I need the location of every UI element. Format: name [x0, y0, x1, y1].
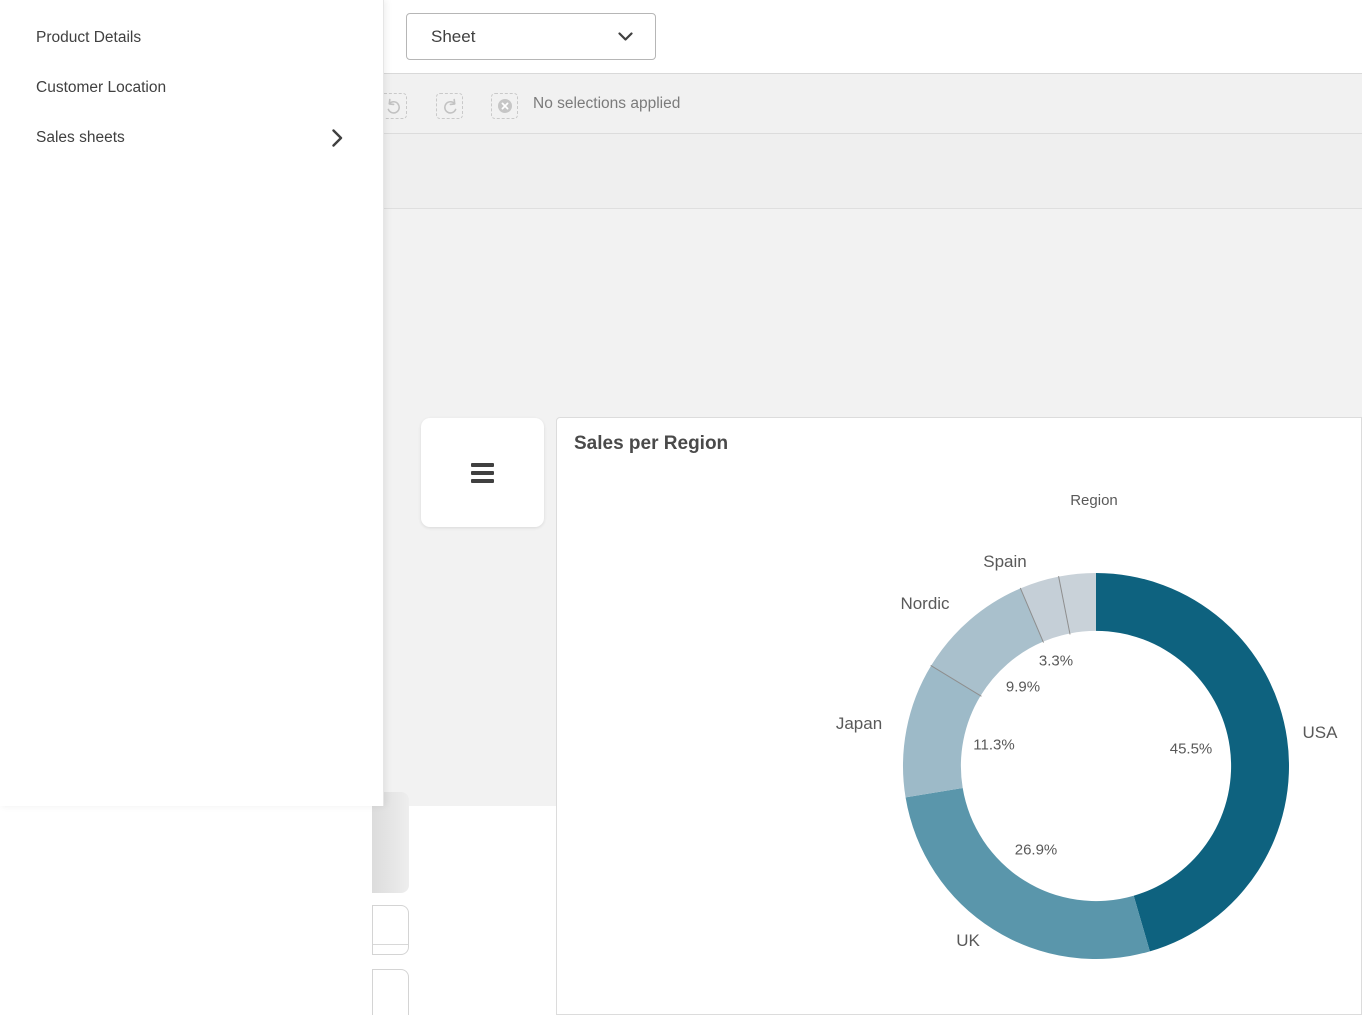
donut-slice-uk[interactable]	[905, 787, 1150, 959]
donut-slice-spain[interactable]	[1020, 576, 1070, 642]
slice-percent-nordic: 9.9%	[1005, 678, 1041, 696]
sheet-selector-dropdown[interactable]: Sheet	[406, 13, 656, 60]
sales-per-region-chart-panel: Sales per Region Region USA 45.5% UK 26.9% J…	[556, 417, 1362, 1015]
menu-item-sales-sheets[interactable]: Sales sheets	[0, 113, 383, 163]
slice-divider	[1058, 576, 1071, 635]
hidden-filter-pane[interactable]	[372, 905, 409, 955]
chart-menu-button[interactable]	[421, 418, 544, 527]
slice-label-spain: Spain	[983, 552, 1027, 571]
slice-divider	[1019, 587, 1044, 643]
slice-percent-japan: 11.3%	[973, 736, 1015, 754]
slice-percent-uk: 26.9%	[1014, 841, 1058, 859]
donut-slice-nordic[interactable]	[931, 588, 1044, 696]
chart-title: Sales per Region	[574, 433, 729, 454]
hamburger-icon	[471, 462, 494, 467]
donut-chart	[903, 573, 1289, 959]
slice-label-usa: USA	[1302, 723, 1338, 742]
slice-percent-usa: 45.5%	[1169, 740, 1213, 758]
hidden-sheet-object[interactable]	[372, 792, 409, 893]
menu-item-customer-location[interactable]: Customer Location	[36, 79, 167, 96]
donut-slice-japan[interactable]	[903, 665, 981, 798]
slice-percent-spain: 3.3%	[1038, 652, 1074, 670]
redo-selection-icon[interactable]	[436, 93, 463, 119]
slice-label-japan: Japan	[835, 714, 883, 733]
sheet-navigation-menu: Product Details Customer Location Sales …	[0, 0, 384, 806]
selections-status-text: No selections applied	[533, 94, 681, 112]
chevron-right-icon	[332, 129, 343, 147]
slice-divider	[930, 664, 982, 697]
clear-selections-icon[interactable]	[491, 93, 518, 119]
slice-label-uk: UK	[956, 931, 980, 950]
hidden-filter-pane-2[interactable]	[372, 969, 409, 1015]
sheet-selector-value: Sheet	[431, 26, 476, 46]
donut-slice-usa[interactable]	[1096, 573, 1289, 952]
donut-slice-other[interactable]	[1058, 573, 1096, 634]
chevron-down-icon	[618, 31, 633, 42]
menu-item-product-details[interactable]: Product Details	[36, 29, 142, 46]
undo-selection-icon[interactable]	[380, 93, 407, 119]
chart-dimension-title: Region	[1070, 492, 1118, 509]
slice-label-nordic: Nordic	[900, 594, 950, 613]
